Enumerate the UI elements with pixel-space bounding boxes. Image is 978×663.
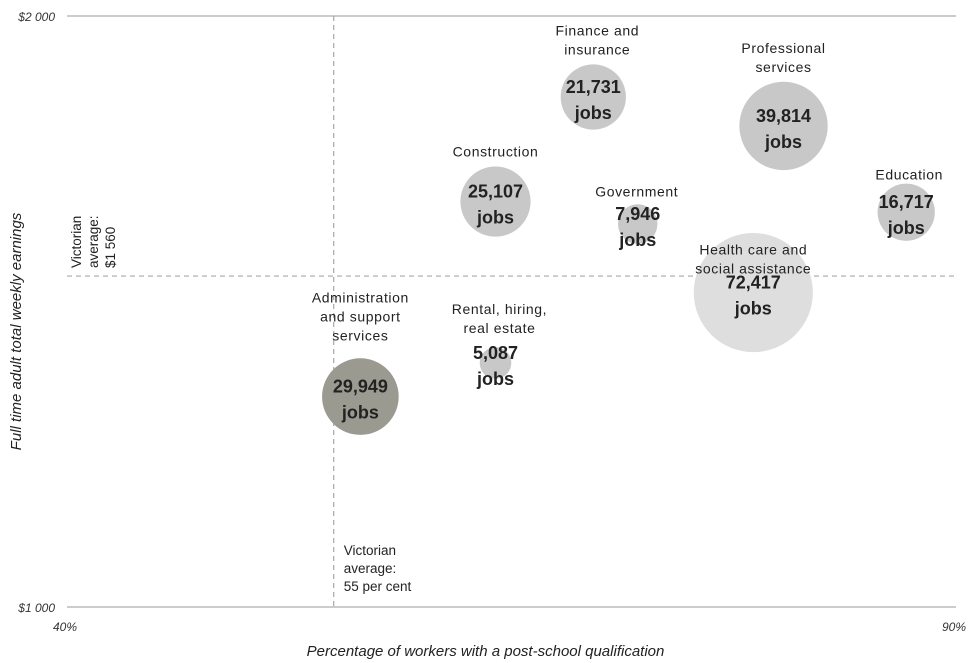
bubble-value-education: 16,717 jobs: [879, 192, 934, 238]
tick-labels: 40% 90% $1 000 $2 000: [17, 10, 966, 634]
bubble-finance-and-insurance: [560, 64, 626, 130]
x-tick-label-min: 40%: [53, 620, 77, 634]
bubble-category-government: Government: [595, 183, 678, 199]
bubble-category-construction: Construction: [453, 143, 539, 159]
bubble-value-rental-hiring-real-estate: 5,087 jobs: [473, 343, 518, 389]
reference-line-labels: Victorian average: 55 per cent Victorian ave…: [69, 215, 411, 594]
bubble-category-professional-services: Professional services: [741, 40, 825, 75]
bubble-health-care-and-social-assistance: [693, 233, 813, 353]
y-average-label: Victorian average: $1 560: [69, 215, 118, 268]
bubble-construction: [460, 166, 531, 237]
bubble-administration-and-support-services: [322, 358, 399, 435]
bubble-category-education: Education: [875, 167, 943, 183]
bubble-category-finance-and-insurance: Finance and insurance: [555, 22, 639, 57]
bubble-value-finance-and-insurance: 21,731 jobs: [566, 77, 621, 123]
x-average-label: Victorian average: 55 per cent: [344, 543, 412, 594]
bubbles: [322, 64, 935, 435]
axes: [67, 15, 956, 608]
y-tick-label-min: $1 000: [17, 601, 55, 615]
y-tick-label-max: $2 000: [17, 10, 55, 24]
bubble-labels: 29,949 jobs 25,107 jobs 21,731 jobs 7,946 jobs 5…: [312, 22, 943, 422]
bubble-value-government: 7,946 jobs: [615, 204, 660, 250]
x-tick-label-max: 90%: [942, 620, 966, 634]
bubble-value-health-care-and-social-assistance: 72,417 jobs: [726, 273, 781, 319]
bubble-value-administration-and-support-services: 29,949 jobs: [333, 377, 388, 423]
bubble-category-administration-and-support-services: Administration and support services: [312, 289, 409, 343]
bubble-government: [618, 204, 658, 244]
bubble-education: [877, 183, 935, 241]
bubble-category-health-care-and-social-assistance: Health care and social assistance: [695, 242, 811, 277]
bubble-professional-services: [739, 81, 828, 171]
bubble-category-rental-hiring-real-estate: Rental, hiring, real estate: [452, 301, 547, 336]
bubble-rental-hiring-real-estate: [479, 347, 512, 379]
y-axis-title: Full time adult total weekly earnings: [8, 212, 25, 450]
bubble-value-professional-services: 39,814 jobs: [756, 106, 811, 152]
bubble-value-construction: 25,107 jobs: [468, 182, 523, 228]
x-axis-title: Percentage of workers with a post-school…: [307, 643, 665, 660]
